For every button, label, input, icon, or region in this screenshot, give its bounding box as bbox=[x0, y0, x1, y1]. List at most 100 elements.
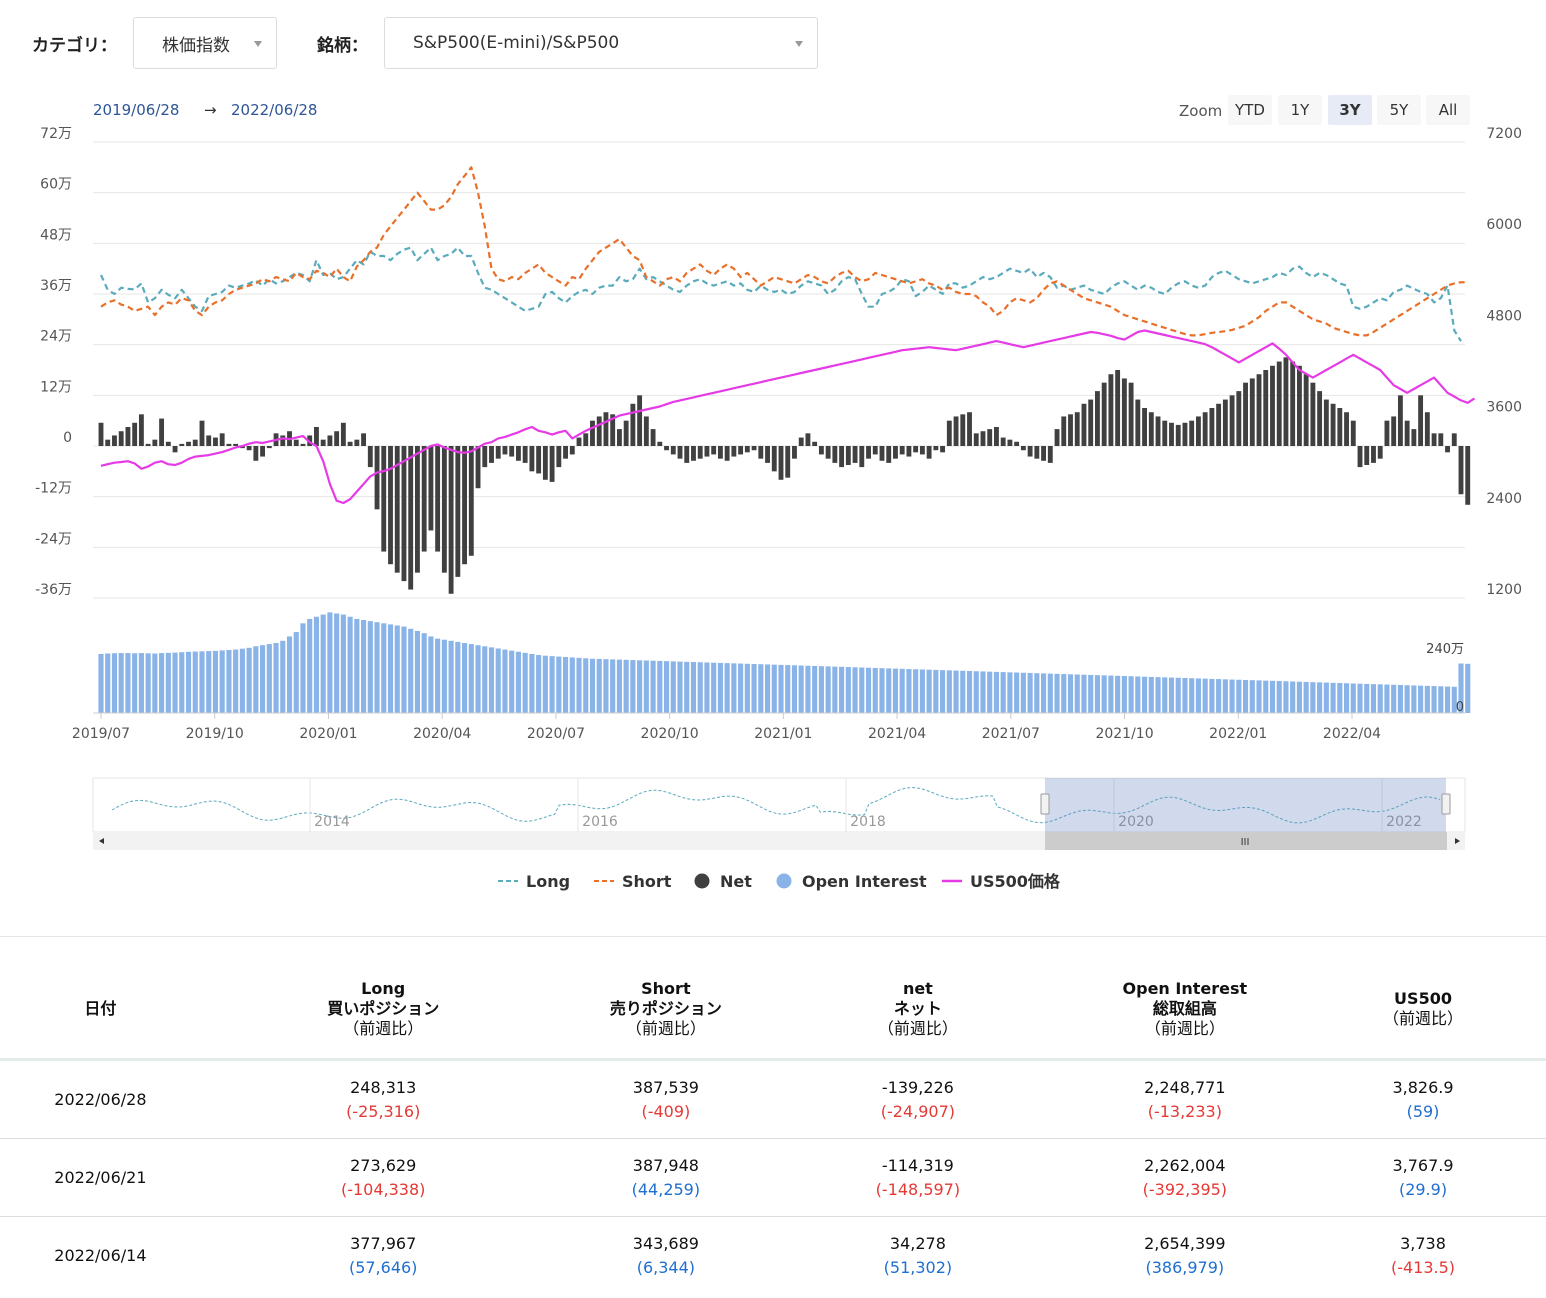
net-bar bbox=[233, 443, 239, 446]
net-bar bbox=[125, 427, 131, 446]
range-end[interactable]: 2022/06/28 bbox=[231, 101, 317, 119]
navigator-frame bbox=[92, 777, 1466, 833]
net-bar bbox=[879, 446, 885, 461]
open-interest-bar bbox=[805, 665, 811, 713]
open-interest-bar bbox=[428, 636, 434, 713]
net-bar bbox=[1000, 437, 1006, 446]
navigator-tick: 2016 bbox=[582, 814, 618, 830]
zoom-button-5y[interactable]: 5Y bbox=[1377, 95, 1421, 125]
open-interest-bar bbox=[307, 618, 313, 713]
cell-oi: 2,262,004 (-392,395) bbox=[1069, 1138, 1301, 1217]
cell-short: 387,948 (44,259) bbox=[565, 1138, 767, 1217]
net-bar bbox=[266, 446, 272, 449]
zoom-button-all[interactable]: All bbox=[1426, 95, 1470, 125]
open-interest-bar bbox=[286, 636, 293, 713]
range-start[interactable]: 2019/06/28 bbox=[93, 101, 179, 119]
oi-axis-tick: 0 bbox=[1456, 700, 1464, 715]
scroll-left-icon[interactable] bbox=[99, 838, 104, 844]
cell-net: -139,226 (-24,907) bbox=[766, 1058, 1070, 1139]
open-interest-bar bbox=[865, 667, 872, 713]
chart-grid bbox=[93, 141, 1465, 599]
net-bar bbox=[1068, 414, 1073, 446]
net-bar bbox=[1418, 395, 1424, 446]
open-interest-bar bbox=[381, 623, 387, 713]
navigator-handle[interactable] bbox=[1040, 793, 1050, 815]
legend-item[interactable]: Net bbox=[694, 872, 753, 891]
net-bar bbox=[825, 446, 831, 459]
open-interest-bar bbox=[1216, 679, 1222, 713]
cell-date: 2022/06/14 bbox=[0, 1216, 201, 1294]
open-interest-bar bbox=[212, 650, 219, 713]
open-interest-bar bbox=[771, 664, 777, 713]
net-bar bbox=[340, 422, 346, 446]
open-interest-bar bbox=[926, 669, 932, 713]
open-interest-bar bbox=[347, 616, 353, 713]
legend-item[interactable]: Open Interest bbox=[776, 872, 927, 891]
net-bar bbox=[495, 446, 501, 459]
legend-item[interactable]: Long bbox=[498, 872, 570, 891]
net-bar bbox=[556, 446, 562, 468]
open-interest-bar bbox=[165, 652, 171, 713]
net-bar bbox=[1465, 446, 1471, 505]
open-interest-bar bbox=[717, 662, 723, 713]
net-bar bbox=[711, 446, 717, 455]
open-interest-bar bbox=[892, 668, 899, 713]
table-row: 2022/06/14 377,967 (57,646) 343,689 (6,344… bbox=[0, 1216, 1546, 1294]
open-interest-bar bbox=[569, 657, 575, 713]
open-interest-bar bbox=[1444, 686, 1451, 713]
open-interest-bar bbox=[475, 645, 481, 713]
legend-label: Open Interest bbox=[802, 872, 927, 891]
net-bar bbox=[1216, 403, 1222, 446]
open-interest-bar bbox=[562, 657, 569, 713]
open-interest-bar bbox=[172, 652, 178, 713]
net-bar bbox=[994, 427, 999, 446]
left-axis-tick: 0 bbox=[63, 430, 72, 446]
navigator[interactable]: 2014 2016 2018 2020 2022 III bbox=[92, 777, 1466, 850]
zoom-button-1y[interactable]: 1Y bbox=[1278, 95, 1322, 125]
cell-short: 343,689 (6,344) bbox=[565, 1216, 767, 1294]
net-bar bbox=[482, 446, 488, 468]
left-axis-tick: 72万 bbox=[40, 126, 72, 142]
net-bar bbox=[569, 446, 575, 455]
open-interest-bar bbox=[966, 671, 973, 713]
open-interest-bar bbox=[159, 653, 165, 713]
col-long: Long 買いポジション （前週比） bbox=[327, 979, 440, 1038]
legend-item[interactable]: Short bbox=[594, 872, 672, 891]
open-interest-bar bbox=[1290, 681, 1296, 713]
net-bar bbox=[1202, 412, 1208, 446]
net-bar bbox=[367, 446, 373, 468]
zoom-button-ytd[interactable]: YTD bbox=[1228, 95, 1272, 125]
scrollbar-thumb[interactable] bbox=[1045, 832, 1447, 850]
net-bar bbox=[812, 441, 818, 446]
zoom-button-3y[interactable]: 3Y bbox=[1328, 95, 1372, 125]
x-axis-tick: 2019/07 bbox=[72, 726, 130, 742]
scroll-right-icon[interactable] bbox=[1455, 838, 1460, 844]
open-interest-bar bbox=[1115, 675, 1121, 713]
open-interest-bar bbox=[993, 671, 1000, 713]
net-bar bbox=[1263, 370, 1269, 446]
zoom-button-bg bbox=[1377, 95, 1421, 125]
navigator-handle[interactable] bbox=[1441, 793, 1451, 815]
net-bar bbox=[1041, 446, 1047, 461]
open-interest-bar bbox=[509, 650, 515, 713]
category-select[interactable]: 株価指数 bbox=[133, 17, 277, 69]
cell-long: 273,629 (-104,338) bbox=[200, 1138, 566, 1217]
net-bar bbox=[536, 446, 542, 474]
open-interest-bar bbox=[845, 667, 851, 713]
open-interest-bar bbox=[1027, 672, 1033, 713]
open-interest-bar bbox=[731, 663, 737, 713]
legend-label: Net bbox=[720, 872, 752, 891]
net-bar bbox=[394, 446, 400, 573]
left-axis-tick: 60万 bbox=[40, 177, 72, 193]
open-interest-bar bbox=[610, 659, 616, 713]
net-bar bbox=[300, 443, 306, 446]
net-bar bbox=[1027, 446, 1033, 457]
symbol-select[interactable]: S&P500(E-mini)/S&P500 bbox=[384, 17, 818, 69]
legend-item[interactable]: US500価格 bbox=[942, 872, 1061, 891]
net-bar bbox=[744, 446, 750, 453]
open-interest-bar bbox=[1438, 686, 1444, 713]
net-bar bbox=[179, 443, 185, 446]
net-bar bbox=[347, 441, 353, 446]
net-bar bbox=[1323, 399, 1329, 446]
net-bar bbox=[657, 441, 663, 446]
